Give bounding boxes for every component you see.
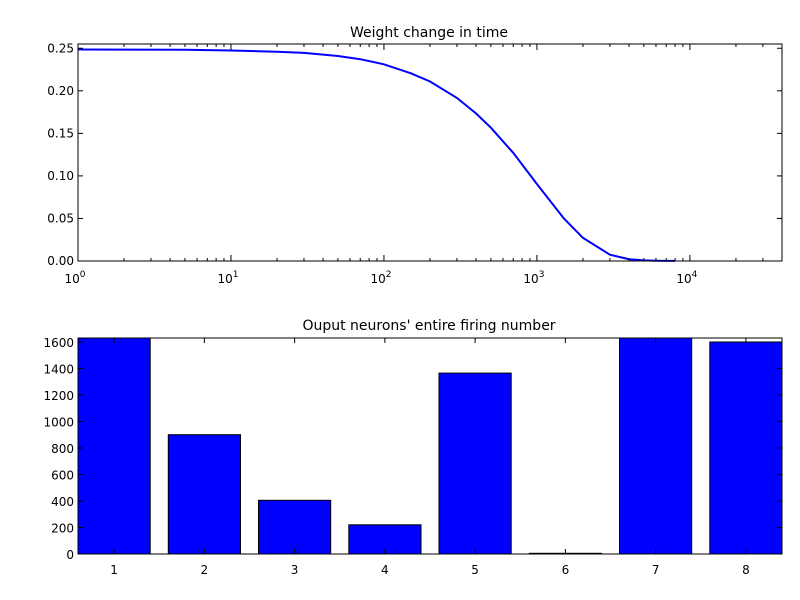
bottom-y-tick-label: 0 [66, 548, 74, 562]
top-x-axis: 100 101 102 103 104 [64, 44, 783, 286]
weight-line-series [77, 48, 676, 262]
top-x-tick-label: 103 [523, 270, 544, 286]
bottom-chart-title: Ouput neurons' entire firing number [302, 318, 555, 334]
bottom-y-tick-label: 1600 [43, 336, 74, 350]
bottom-axes-frame [77, 337, 783, 555]
top-y-tick-label: 0.20 [47, 84, 74, 98]
bottom-y-axis: 0 200 400 600 800 1000 1200 1400 1600 [43, 336, 782, 562]
bottom-y-tick-label: 1200 [43, 389, 74, 403]
bar-neuron-1 [77, 337, 151, 555]
bar-neuron-8 [709, 341, 783, 555]
bottom-x-tick-label: 8 [742, 563, 750, 577]
top-y-tick-label: 0.15 [47, 126, 74, 140]
bar-neuron-7 [619, 337, 693, 555]
top-x-tick-label: 101 [217, 270, 238, 286]
bar-neuron-5 [438, 372, 512, 555]
bottom-x-tick-label: 3 [291, 563, 299, 577]
bottom-x-tick-label: 4 [381, 563, 389, 577]
bottom-x-axis: 1 2 3 4 5 6 7 8 [110, 338, 750, 577]
top-chart-title: Weight change in time [350, 25, 508, 41]
top-y-tick-label: 0.25 [47, 41, 74, 55]
top-y-tick-label: 0.05 [47, 211, 74, 225]
firing-number-chart: Ouput neurons' entire firing number 0 200… [43, 318, 783, 577]
top-y-tick-label: 0.00 [47, 254, 74, 268]
top-plot-area [77, 48, 676, 262]
bottom-y-tick-label: 200 [51, 521, 74, 535]
bottom-x-tick-label: 7 [652, 563, 660, 577]
bottom-x-tick-label: 1 [110, 563, 118, 577]
top-x-tick-label: 100 [64, 270, 85, 286]
top-x-tick-label: 104 [676, 270, 697, 286]
bottom-x-tick-label: 5 [471, 563, 479, 577]
bottom-x-tick-label: 2 [201, 563, 209, 577]
bottom-y-tick-label: 1400 [43, 362, 74, 376]
top-y-tick-label: 0.10 [47, 169, 74, 183]
bar-neuron-2 [167, 434, 241, 555]
weight-change-chart: Weight change in time 0.000.050.100.150.… [47, 25, 783, 286]
bottom-y-tick-label: 400 [51, 495, 74, 509]
top-x-tick-label: 102 [370, 270, 391, 286]
bar-neuron-3 [258, 499, 332, 555]
top-y-axis: 0.00 0.05 0.10 0.15 0.20 0.25 [47, 41, 782, 268]
bottom-y-tick-label: 1000 [43, 415, 74, 429]
bottom-y-tick-label: 600 [51, 468, 74, 482]
bottom-y-tick-label: 800 [51, 442, 74, 456]
bottom-x-tick-label: 6 [562, 563, 570, 577]
